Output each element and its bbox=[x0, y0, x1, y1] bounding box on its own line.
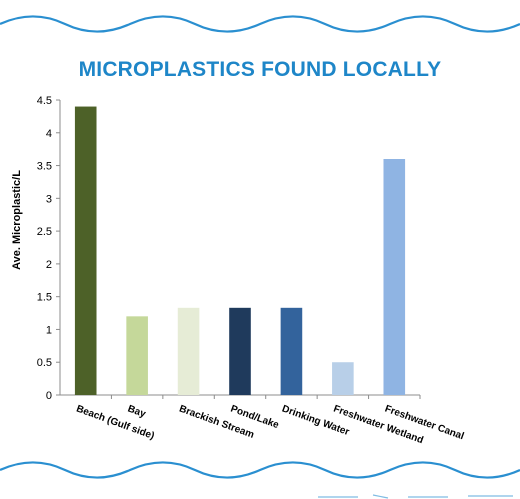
y-tick-label: 3.5 bbox=[37, 161, 52, 173]
bar bbox=[280, 307, 303, 395]
top-wave-decoration bbox=[0, 15, 520, 33]
bar bbox=[332, 362, 354, 395]
y-tick-label: 0 bbox=[46, 390, 52, 402]
bar bbox=[383, 159, 406, 395]
y-tick-label: 0.5 bbox=[37, 357, 52, 369]
y-tick-label: 2.5 bbox=[37, 226, 52, 238]
y-tick-label: 4 bbox=[46, 128, 52, 140]
bar bbox=[126, 316, 148, 395]
y-tick-label: 3 bbox=[46, 193, 52, 205]
y-tick-label: 2 bbox=[46, 259, 52, 271]
bar bbox=[229, 307, 251, 395]
y-tick-label: 4.5 bbox=[37, 95, 52, 107]
bar bbox=[177, 307, 200, 395]
y-axis-label: Ave. Microplastic/L bbox=[11, 170, 23, 270]
y-tick-label: 1 bbox=[46, 324, 52, 336]
x-tick-label: Bay bbox=[126, 403, 147, 420]
y-tick-label: 1.5 bbox=[37, 292, 52, 304]
cropped-footer-decoration bbox=[318, 494, 513, 499]
bottom-wave-decoration bbox=[0, 461, 520, 479]
bar bbox=[74, 106, 97, 396]
chart-title: MICROPLASTICS FOUND LOCALLY bbox=[78, 58, 442, 81]
